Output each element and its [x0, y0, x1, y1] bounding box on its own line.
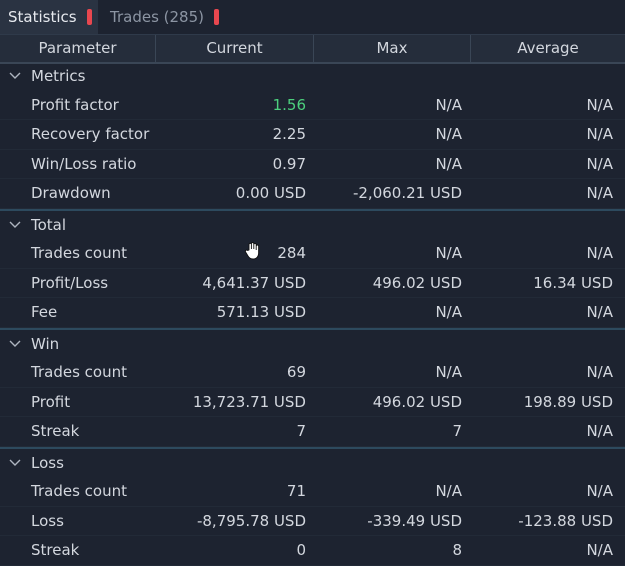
group-label: Total — [31, 215, 67, 234]
parameter-cell: Profit/Loss — [31, 273, 109, 292]
group-row-metrics[interactable]: Metrics — [0, 62, 625, 91]
column-divider[interactable] — [313, 35, 314, 62]
column-header-current[interactable]: Current — [206, 39, 263, 57]
statistics-table: Metrics Profit factor 1.56 N/A N/A Recovery f… — [0, 62, 625, 566]
table-row[interactable]: Profit factor 1.56 N/A N/A — [0, 91, 625, 120]
average-cell: 16.34 USD — [533, 273, 613, 292]
tab-statistics[interactable]: Statistics — [0, 0, 98, 34]
max-cell: 496.02 USD — [372, 392, 462, 411]
average-cell: 198.89 USD — [523, 392, 613, 411]
max-cell: 496.02 USD — [372, 273, 462, 292]
parameter-cell: Fee — [31, 303, 58, 321]
column-divider[interactable] — [470, 35, 471, 62]
average-cell: N/A — [586, 541, 613, 559]
max-cell: N/A — [435, 95, 462, 114]
tab-bar: Statistics Trades (285) — [0, 0, 625, 35]
table-row[interactable]: Recovery factor 2.25 N/A N/A — [0, 120, 625, 150]
column-header-max[interactable]: Max — [376, 39, 408, 57]
tab-trades[interactable]: Trades (285) — [110, 0, 222, 34]
current-cell: -8,795.78 USD — [196, 511, 306, 530]
parameter-cell: Loss — [31, 511, 64, 530]
chevron-down-icon[interactable] — [8, 449, 22, 477]
parameter-cell: Profit — [31, 392, 71, 411]
max-cell: N/A — [435, 154, 462, 173]
parameter-cell: Profit factor — [31, 95, 119, 114]
parameter-cell: Streak — [31, 541, 80, 559]
group-row-loss[interactable]: Loss — [0, 446, 625, 478]
max-cell: N/A — [435, 363, 462, 381]
average-cell: N/A — [586, 244, 613, 262]
table-row[interactable]: Trades count 284 N/A N/A — [0, 239, 625, 269]
current-cell: 4,641.37 USD — [202, 273, 306, 292]
current-cell: 71 — [286, 482, 306, 500]
current-cell: 1.56 — [272, 95, 306, 114]
current-cell: 284 — [277, 244, 306, 262]
max-cell: 7 — [452, 422, 462, 440]
current-cell: 69 — [286, 363, 306, 381]
average-cell: N/A — [586, 184, 613, 202]
group-label: Metrics — [31, 67, 86, 85]
average-cell: N/A — [586, 125, 613, 143]
parameter-cell: Trades count — [31, 244, 127, 262]
chevron-down-icon[interactable] — [8, 62, 22, 90]
table-header: Parameter Current Max Average — [0, 35, 625, 64]
parameter-cell: Streak — [31, 422, 80, 440]
table-row[interactable]: Trades count 69 N/A N/A — [0, 358, 625, 388]
max-cell: N/A — [435, 303, 462, 321]
table-row[interactable]: Streak 7 7 N/A — [0, 417, 625, 447]
average-cell: N/A — [586, 363, 613, 381]
chevron-down-icon[interactable] — [8, 211, 22, 239]
tab-trades-marker — [214, 9, 219, 25]
current-cell: 0.97 — [272, 154, 306, 173]
current-cell: 0 — [296, 541, 306, 559]
current-cell: 13,723.71 USD — [192, 392, 306, 411]
tab-statistics-label: Statistics — [8, 8, 77, 26]
average-cell: N/A — [586, 303, 613, 321]
max-cell: 8 — [452, 541, 462, 559]
table-row[interactable]: Trades count 71 N/A N/A — [0, 477, 625, 507]
group-label: Loss — [31, 453, 64, 472]
max-cell: N/A — [435, 482, 462, 500]
parameter-cell: Drawdown — [31, 184, 111, 202]
group-row-total[interactable]: Total — [0, 208, 625, 240]
parameter-cell: Trades count — [31, 363, 127, 381]
table-row[interactable]: Profit/Loss 4,641.37 USD 496.02 USD 16.34 U… — [0, 269, 625, 298]
column-divider[interactable] — [155, 35, 156, 62]
table-row[interactable]: Drawdown 0.00 USD -2,060.21 USD N/A — [0, 179, 625, 209]
parameter-cell: Win/Loss ratio — [31, 154, 137, 173]
table-row[interactable]: Profit 13,723.71 USD 496.02 USD 198.89 USD — [0, 388, 625, 417]
table-row[interactable]: Win/Loss ratio 0.97 N/A N/A — [0, 150, 625, 179]
table-row[interactable]: Fee 571.13 USD N/A N/A — [0, 298, 625, 328]
tab-trades-label: Trades (285) — [110, 8, 204, 26]
group-label: Win — [31, 334, 60, 353]
max-cell: -2,060.21 USD — [352, 184, 462, 202]
max-cell: N/A — [435, 125, 462, 143]
current-cell: 7 — [296, 422, 306, 440]
chevron-down-icon[interactable] — [8, 330, 22, 358]
parameter-cell: Trades count — [31, 482, 127, 500]
average-cell: N/A — [586, 482, 613, 500]
table-row[interactable]: Loss -8,795.78 USD -339.49 USD -123.88 USD — [0, 507, 625, 536]
average-cell: -123.88 USD — [518, 511, 613, 530]
average-cell: N/A — [586, 422, 613, 440]
current-cell: 571.13 USD — [216, 303, 306, 321]
hand-cursor-icon — [245, 242, 260, 260]
current-cell: 0.00 USD — [235, 184, 306, 202]
column-header-parameter[interactable]: Parameter — [38, 39, 117, 57]
current-cell: 2.25 — [272, 125, 306, 143]
average-cell: N/A — [586, 154, 613, 173]
column-header-average[interactable]: Average — [517, 39, 579, 57]
parameter-cell: Recovery factor — [31, 125, 150, 143]
table-row[interactable]: Streak 0 8 N/A — [0, 536, 625, 566]
group-row-win[interactable]: Win — [0, 327, 625, 359]
tab-statistics-marker — [87, 9, 92, 25]
max-cell: -339.49 USD — [367, 511, 462, 530]
average-cell: N/A — [586, 95, 613, 114]
max-cell: N/A — [435, 244, 462, 262]
